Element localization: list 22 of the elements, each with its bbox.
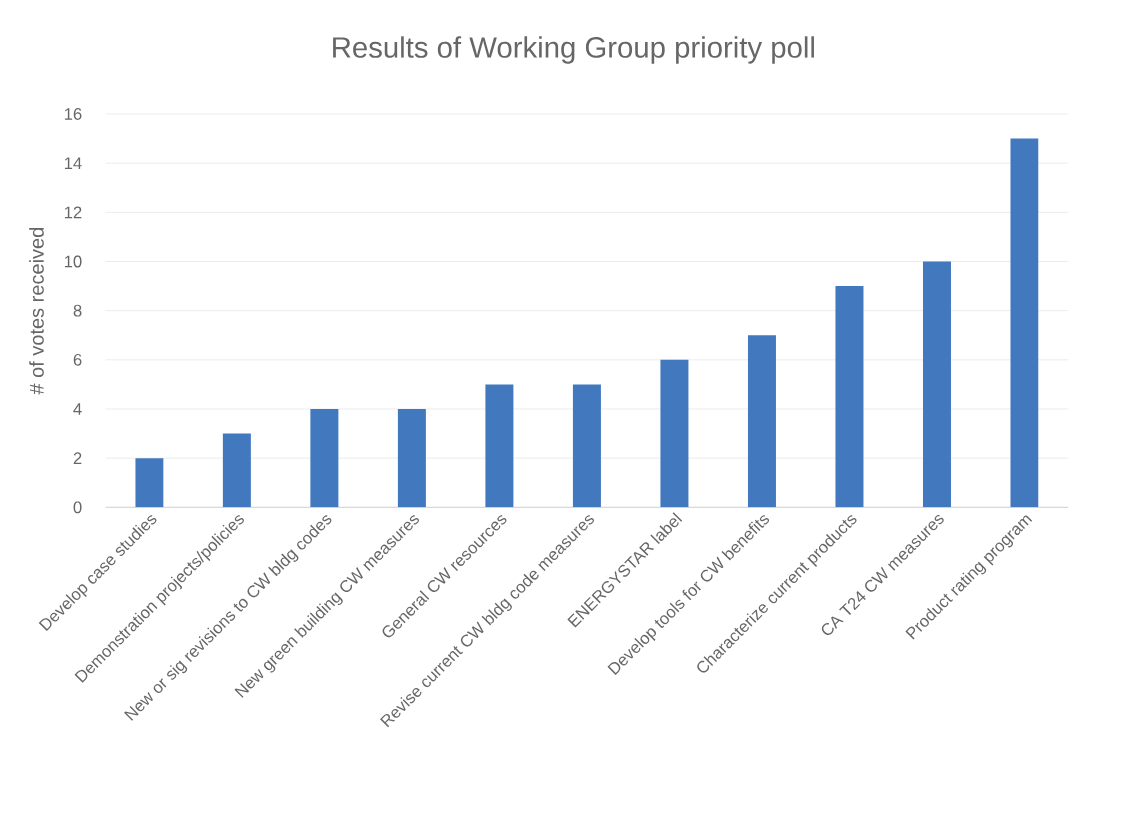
bar — [660, 359, 689, 508]
y-axis-title: # of votes received — [29, 228, 44, 395]
bar — [572, 384, 601, 508]
bar — [1010, 138, 1039, 508]
bar — [135, 458, 164, 508]
y-tick-label: 4 — [73, 403, 82, 415]
bar — [310, 408, 339, 508]
y-tick-label: 16 — [64, 108, 82, 120]
chart-title: Results of Working Group priority poll — [333, 36, 814, 64]
bar — [747, 335, 776, 508]
bar — [485, 384, 514, 508]
y-tick-label: 0 — [73, 501, 82, 514]
bar — [922, 261, 951, 508]
bar — [222, 433, 251, 508]
y-tick-label: 8 — [73, 304, 82, 317]
bar — [835, 286, 864, 508]
y-tick-label: 12 — [64, 206, 82, 219]
y-tick-label: 6 — [73, 353, 82, 366]
y-tick-label: 10 — [64, 255, 82, 268]
y-tick-label: 14 — [64, 157, 82, 169]
y-tick-label: 2 — [73, 452, 82, 464]
bar — [397, 408, 426, 508]
